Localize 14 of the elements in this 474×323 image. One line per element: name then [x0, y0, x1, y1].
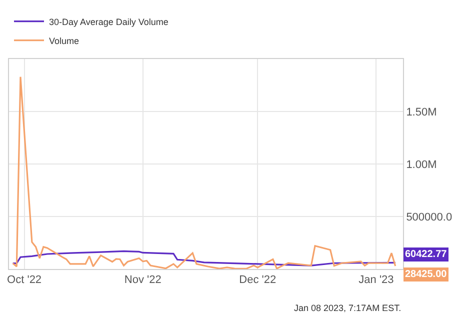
y-tick-label: 1.50M	[406, 106, 437, 118]
x-tick-label: Nov '22	[124, 274, 162, 286]
y-tick-label: 500000.0	[406, 211, 452, 224]
line-series	[12, 76, 396, 269]
data-label: 60422.77	[405, 249, 448, 260]
x-tick-label: Oct '22	[7, 274, 42, 286]
line-series	[12, 250, 396, 266]
x-tick-label: Jan '23	[358, 274, 394, 286]
legend-label: 30-Day Average Daily Volume	[49, 16, 168, 27]
legend-label: Volume	[49, 36, 80, 46]
x-tick-label: Dec '22	[239, 274, 276, 286]
data-label: 28425.00	[405, 269, 448, 280]
y-tick-label: 1.00M	[406, 158, 437, 171]
text: Jan 08 2023, 7:17AM EST.	[294, 303, 402, 313]
